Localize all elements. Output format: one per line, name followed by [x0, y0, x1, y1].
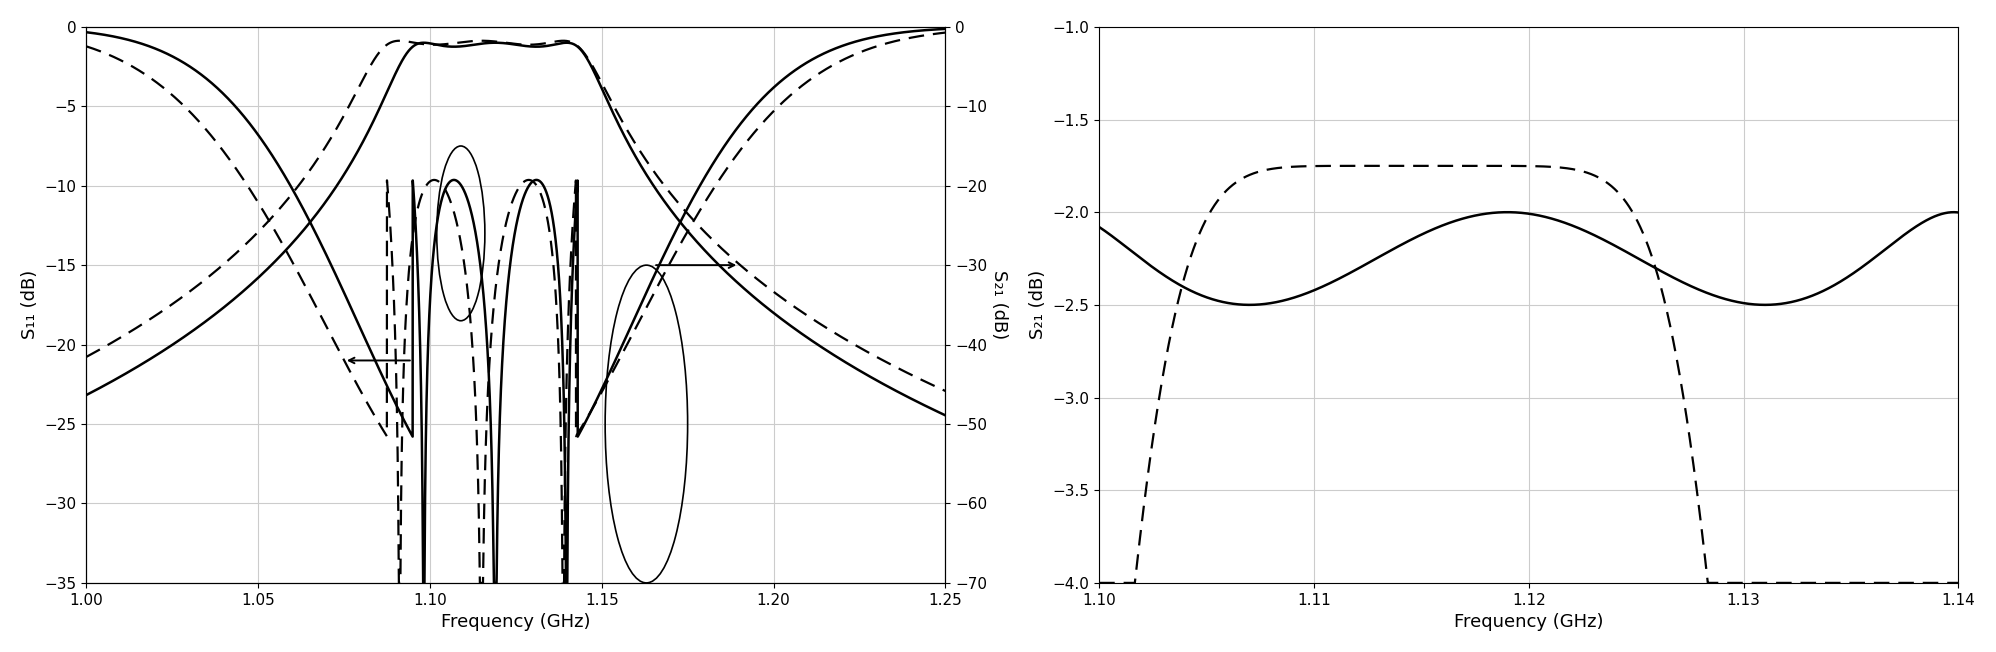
Y-axis label: S₁₁ (dB): S₁₁ (dB) — [20, 270, 38, 340]
X-axis label: Frequency (GHz): Frequency (GHz) — [441, 613, 591, 631]
X-axis label: Frequency (GHz): Frequency (GHz) — [1453, 613, 1603, 631]
Y-axis label: S₂₁ (dB): S₂₁ (dB) — [1028, 270, 1046, 340]
Y-axis label: S₂₁ (dB): S₂₁ (dB) — [990, 270, 1008, 340]
